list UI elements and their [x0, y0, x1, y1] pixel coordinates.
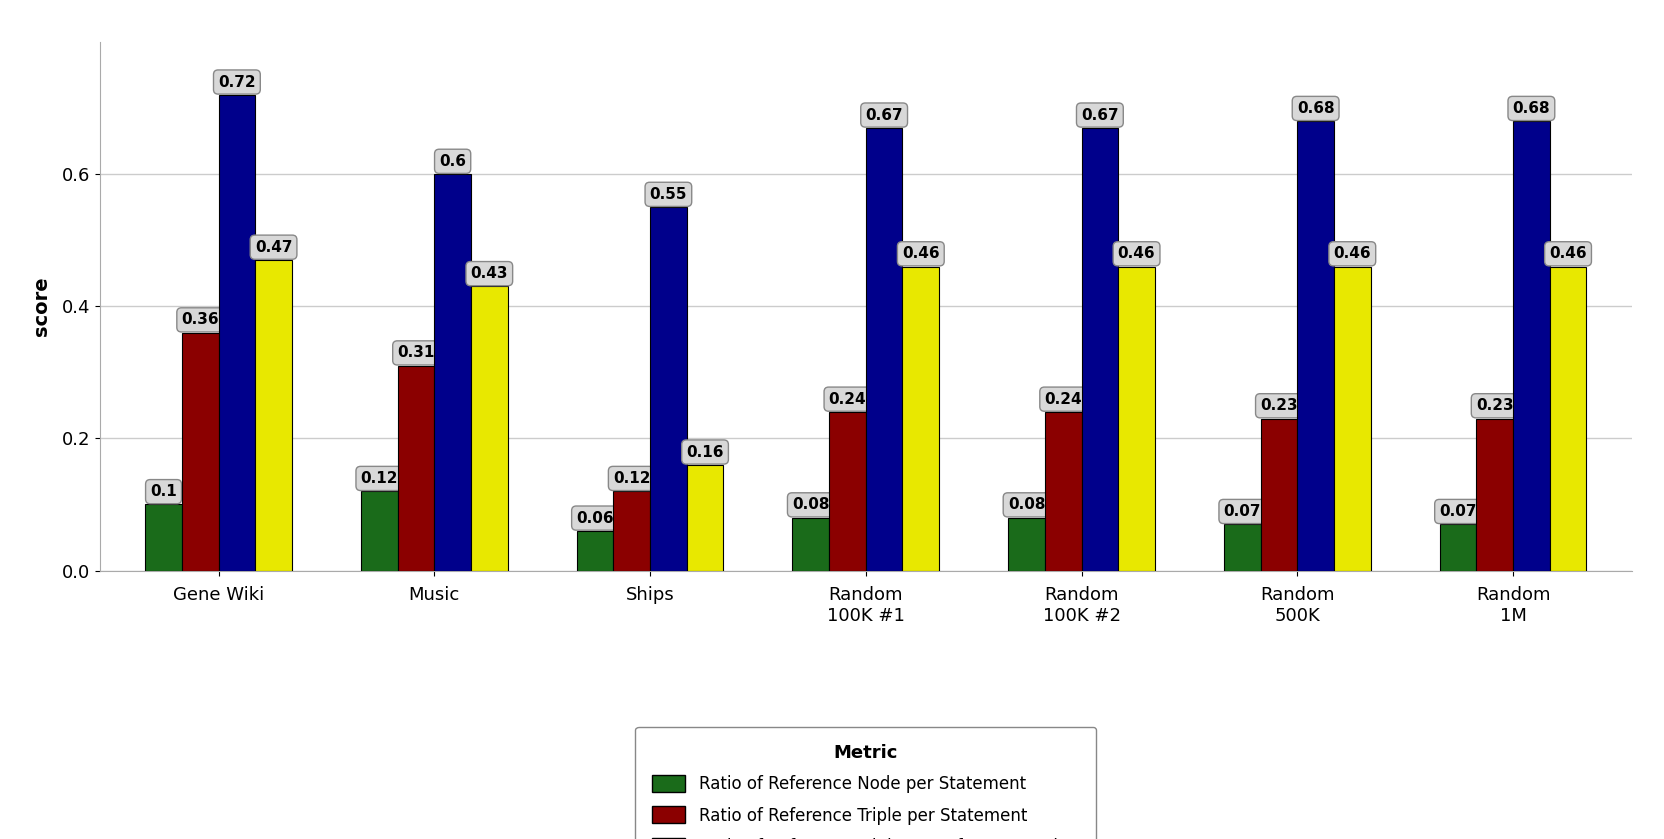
Bar: [1260, 419, 1296, 571]
Text: 0.46: 0.46: [902, 247, 938, 261]
Bar: [612, 491, 649, 571]
Bar: [1008, 518, 1045, 571]
Text: 0.46: 0.46: [1117, 247, 1155, 261]
Text: 0.08: 0.08: [792, 498, 829, 513]
Legend: Ratio of Reference Node per Statement, Ratio of Reference Triple per Statement, : Ratio of Reference Node per Statement, R…: [636, 727, 1095, 839]
Bar: [1296, 122, 1333, 571]
Text: 0.23: 0.23: [1474, 399, 1513, 414]
Text: 0.16: 0.16: [686, 445, 724, 460]
Bar: [471, 286, 508, 571]
Text: 0.07: 0.07: [1223, 504, 1260, 519]
Text: 0.46: 0.46: [1548, 247, 1586, 261]
Bar: [1476, 419, 1513, 571]
Bar: [1333, 267, 1369, 571]
Bar: [398, 366, 434, 571]
Y-axis label: score: score: [32, 276, 50, 336]
Text: 0.67: 0.67: [1080, 107, 1118, 122]
Bar: [1082, 128, 1118, 571]
Text: 0.24: 0.24: [829, 392, 865, 407]
Bar: [1045, 412, 1082, 571]
Text: 0.6: 0.6: [439, 154, 466, 169]
Text: 0.24: 0.24: [1043, 392, 1082, 407]
Text: 0.55: 0.55: [649, 187, 687, 202]
Text: 0.68: 0.68: [1296, 101, 1333, 116]
Text: 0.1: 0.1: [150, 484, 176, 499]
Text: 0.47: 0.47: [255, 240, 293, 255]
Bar: [181, 333, 218, 571]
Text: 0.12: 0.12: [612, 471, 651, 486]
Text: 0.07: 0.07: [1438, 504, 1476, 519]
Bar: [255, 260, 291, 571]
Bar: [649, 207, 686, 571]
Text: 0.23: 0.23: [1260, 399, 1296, 414]
Text: 0.46: 0.46: [1333, 247, 1369, 261]
Text: 0.08: 0.08: [1007, 498, 1045, 513]
Bar: [434, 175, 471, 571]
Text: 0.36: 0.36: [181, 312, 220, 327]
Text: 0.12: 0.12: [361, 471, 398, 486]
Bar: [576, 531, 612, 571]
Bar: [792, 518, 829, 571]
Bar: [686, 465, 722, 571]
Bar: [902, 267, 938, 571]
Bar: [361, 491, 398, 571]
Bar: [1118, 267, 1155, 571]
Bar: [145, 504, 181, 571]
Bar: [1439, 524, 1476, 571]
Text: 0.06: 0.06: [576, 511, 614, 525]
Text: 0.72: 0.72: [218, 75, 256, 90]
Text: 0.68: 0.68: [1511, 101, 1549, 116]
Text: 0.67: 0.67: [865, 107, 902, 122]
Text: 0.43: 0.43: [471, 266, 508, 281]
Bar: [218, 95, 255, 571]
Bar: [1513, 122, 1549, 571]
Bar: [829, 412, 865, 571]
Bar: [1549, 267, 1586, 571]
Bar: [1223, 524, 1260, 571]
Text: 0.31: 0.31: [398, 346, 434, 361]
Bar: [865, 128, 902, 571]
